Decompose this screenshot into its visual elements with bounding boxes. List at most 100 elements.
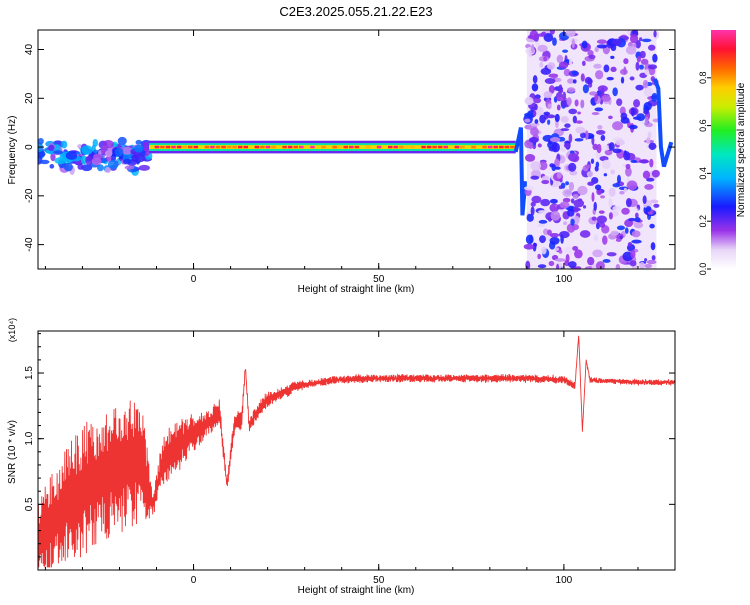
spectrogram-noise-blob (600, 195, 605, 199)
spectrogram-noise-blob (556, 104, 561, 111)
spectrogram-noise-blob (575, 120, 583, 124)
spectrogram-noise-blob (558, 61, 569, 69)
colorbar: 0.0 0.2 0.4 0.6 0.8 Normalized spectral ampl… (698, 30, 747, 275)
spectrogram-noise-blob (580, 99, 585, 109)
spectrogram-noise-blob (643, 102, 652, 111)
colorbar-tick-label: 0.4 (698, 167, 708, 180)
spectrogram-sweep-left (513, 127, 528, 216)
spectrogram-noise-blob (570, 218, 575, 226)
spectrogram-noise-blob (653, 203, 660, 208)
spectrogram-noise-blob (599, 222, 606, 228)
spectrogram-band-cell (204, 145, 210, 149)
spectrogram-xtick-label: 50 (373, 274, 385, 285)
spectrogram-noise-blob (620, 76, 625, 84)
spectrogram-band-cell (437, 145, 443, 149)
spectrogram-noise-blob (601, 159, 611, 170)
spectrogram-noise-blob (642, 79, 649, 89)
spectrogram-noise-blob (621, 207, 630, 215)
spectrogram-noise-blob (639, 64, 644, 70)
spectrogram-noise-blob (553, 77, 562, 83)
spectrogram-noise-blob (565, 181, 570, 186)
spectrogram-band-cell (499, 145, 504, 149)
spectrogram-noise-blob (608, 115, 613, 120)
spectrogram-noise-blob (551, 142, 560, 153)
spectrogram-band-cell (265, 145, 271, 149)
spectrogram-noise-blob (558, 230, 570, 239)
spectrogram-noise-blob (546, 62, 556, 70)
spectrogram-noise-blob (639, 50, 646, 59)
spectrogram-band-cell (287, 145, 293, 149)
spectrogram-noise-blob (548, 260, 555, 267)
spectrogram-noise-blob (603, 64, 610, 73)
spectrogram-noise-blob (573, 215, 580, 225)
spectrogram-blob (96, 164, 104, 172)
spectrogram-band-cell (471, 145, 476, 149)
spectrogram-noise-blob (649, 223, 655, 229)
spectrogram-band-cell (343, 145, 348, 149)
spectrogram-noise-blob (601, 144, 611, 151)
spectrogram-noise-blob (544, 77, 556, 84)
spectrogram-noise-blob (646, 137, 651, 145)
spectrogram-noise-blob (559, 201, 570, 209)
spectrogram-noise-blob (595, 261, 605, 269)
spectrogram-noise-blob (530, 161, 542, 171)
spectrogram-noise-blob (581, 40, 588, 49)
spectrogram-noise-blob (591, 192, 595, 202)
spectrogram-noise-blob (646, 177, 655, 182)
spectrogram-noise-blob (571, 38, 575, 49)
spectrogram-noise-blob (556, 172, 562, 179)
spectrogram-noise-blob (532, 110, 537, 117)
spectrogram-band-cell (182, 145, 187, 149)
spectrogram-noise-blob (554, 247, 560, 252)
spectrogram-band-cell (421, 145, 426, 149)
spectrogram-ytick-label: -20 (24, 188, 35, 203)
spectrogram-band-cell (493, 145, 498, 149)
spectrogram-noise-blob (602, 235, 608, 245)
spectrogram-noise-blob (628, 124, 638, 130)
spectrogram-band-cell (210, 145, 215, 149)
spectrogram-blob (48, 144, 55, 151)
spectrogram-noise-blob (582, 205, 587, 209)
spectrogram-noise-blob (590, 158, 595, 164)
spectrogram-noise-blob (547, 119, 551, 125)
spectrogram-noise-blob (526, 213, 534, 222)
spectrogram-noise-blob (643, 86, 653, 97)
spectrogram-noise-blob (531, 195, 542, 204)
spectrogram-noise-blob (598, 210, 605, 214)
spectrogram-noise-blob (567, 208, 575, 217)
spectrogram-band-cell (276, 145, 282, 149)
spectrogram-noise-blob (627, 242, 633, 247)
spectrogram-noise-blob (562, 49, 569, 53)
spectrogram-band-cell (332, 145, 337, 149)
spectrogram-noise-blob (639, 37, 643, 42)
spectrogram-band-cell (365, 145, 371, 149)
spectrogram-band-cell (326, 145, 332, 149)
spectrogram-noise-blob (575, 126, 586, 134)
spectrogram-blob (63, 162, 73, 172)
spectrogram-noise-blob (635, 212, 639, 219)
spectrogram-noise-blob (549, 198, 558, 204)
spectrogram-blob (135, 139, 143, 145)
snr-xlabel: Height of straight line (km) (298, 585, 415, 596)
spectrogram-noise-blob (584, 130, 589, 140)
spectrogram-band-cell (282, 145, 287, 149)
spectrogram-noise-blob (577, 198, 583, 202)
spectrogram-blob (53, 150, 64, 155)
spectrogram-blob (135, 153, 146, 163)
spectrogram-blob (77, 144, 83, 149)
spectrogram-noise-blob (635, 84, 644, 91)
spectrogram-noise-blob (645, 206, 652, 212)
spectrogram-noise-blob (594, 165, 599, 172)
spectrogram-noise-blob (616, 98, 623, 106)
spectrogram-noise-blob (596, 215, 608, 224)
spectrogram-noise-blob (602, 259, 611, 263)
spectrogram-blob (38, 150, 46, 158)
spectrogram-blob (50, 152, 56, 162)
spectrogram-band-cell (193, 145, 198, 149)
spectrogram-noise-blob (610, 230, 619, 236)
spectrogram-blob (39, 159, 50, 165)
spectrogram-noise-blob (566, 97, 572, 106)
spectrogram-noise-blob (612, 205, 622, 212)
spectrogram-band-cell (171, 145, 176, 149)
